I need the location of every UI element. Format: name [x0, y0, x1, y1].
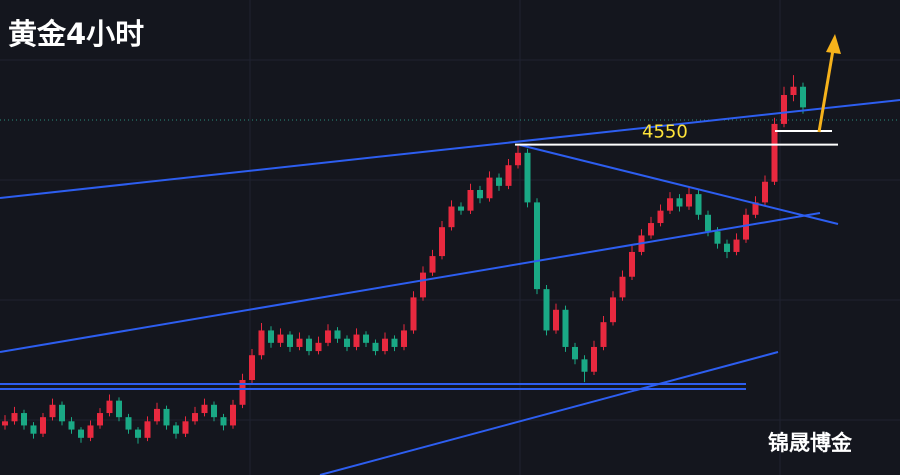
trendline	[519, 144, 839, 225]
candle-body	[553, 309, 559, 331]
candle-body	[87, 425, 94, 438]
candle-body	[78, 429, 84, 438]
trendline	[319, 351, 779, 475]
candle-body	[467, 190, 474, 211]
candle-body	[353, 334, 360, 347]
candle-body	[572, 346, 578, 360]
candle-body	[714, 231, 721, 244]
candle-body	[401, 330, 407, 347]
candle-body	[220, 417, 227, 426]
candle-body	[591, 346, 597, 372]
candle-body	[372, 342, 379, 352]
candle-body	[40, 417, 46, 434]
candle-body	[135, 429, 141, 438]
candle-body	[486, 177, 493, 199]
arrow-shaft	[817, 49, 835, 133]
candle-body	[543, 289, 550, 331]
candle-body	[771, 123, 778, 182]
candle-body	[268, 330, 274, 343]
trendlines	[0, 99, 900, 475]
candle-body	[173, 425, 179, 434]
candle-body	[648, 223, 654, 236]
candle-body	[762, 181, 768, 203]
candle-body	[781, 95, 787, 124]
candle-body	[277, 334, 284, 343]
candle-body	[211, 404, 217, 418]
candle-body	[458, 206, 464, 211]
level-label: 4550	[642, 122, 688, 143]
candle-body	[201, 404, 208, 414]
candle-body	[30, 425, 37, 434]
candle-body	[610, 297, 616, 323]
candle-body	[97, 413, 103, 426]
candle-body	[515, 152, 521, 166]
trendline	[0, 99, 900, 199]
candle-body	[562, 309, 569, 347]
candle-body	[306, 338, 312, 352]
candle-body	[524, 152, 531, 203]
candle-body	[667, 198, 673, 211]
candle-body	[790, 86, 797, 95]
candle-body	[581, 359, 588, 372]
candle-body	[724, 243, 730, 252]
candle-body	[752, 202, 759, 215]
candle-body	[239, 380, 246, 405]
candle-body	[686, 194, 692, 207]
candle-body	[733, 239, 740, 252]
candle-body	[125, 417, 132, 430]
candle-body	[68, 421, 75, 430]
candle-body	[800, 86, 806, 108]
candle-body	[439, 227, 445, 257]
candle-body	[59, 404, 65, 422]
candle-body	[249, 355, 255, 380]
candle-body	[676, 198, 683, 207]
trendline	[0, 212, 821, 353]
candle-body	[287, 334, 293, 347]
candle-body	[382, 338, 388, 352]
candle-body	[344, 338, 350, 347]
candle-body	[11, 413, 18, 422]
candle-body	[116, 400, 122, 418]
candle-body	[21, 413, 27, 426]
candle-body	[743, 214, 749, 240]
candle-body	[657, 210, 664, 224]
candle-body	[106, 400, 113, 414]
candle-body	[505, 165, 512, 186]
candle-body	[448, 206, 455, 228]
candle-body	[629, 251, 635, 277]
candle-body	[230, 404, 236, 426]
candle-body	[429, 256, 436, 273]
candle-body	[600, 322, 607, 347]
candle-body	[619, 276, 626, 298]
candle-body	[315, 342, 322, 352]
candle-body	[363, 334, 369, 343]
candle-body	[2, 421, 8, 426]
candle-body	[705, 214, 711, 232]
candle-body	[192, 413, 198, 422]
candle-body	[334, 330, 341, 339]
candle-body	[154, 408, 160, 422]
candle-body	[391, 338, 398, 347]
candles	[2, 75, 806, 444]
chart-title: 黄金4小时	[8, 17, 144, 51]
candle-body	[258, 330, 265, 356]
candle-body	[420, 272, 426, 298]
arrow-head	[826, 34, 841, 54]
candle-body	[296, 338, 303, 347]
candle-body	[163, 408, 170, 426]
candle-body	[695, 194, 702, 215]
candle-body	[182, 421, 189, 434]
arrow	[817, 34, 841, 133]
watermark: 锦晟博金	[768, 431, 853, 455]
candle-body	[49, 404, 56, 418]
candle-body	[410, 297, 417, 331]
candle-body	[325, 330, 331, 343]
candle-body	[496, 177, 502, 186]
candle-body	[477, 190, 483, 199]
candle-body	[144, 421, 151, 438]
candle-body	[534, 202, 540, 290]
